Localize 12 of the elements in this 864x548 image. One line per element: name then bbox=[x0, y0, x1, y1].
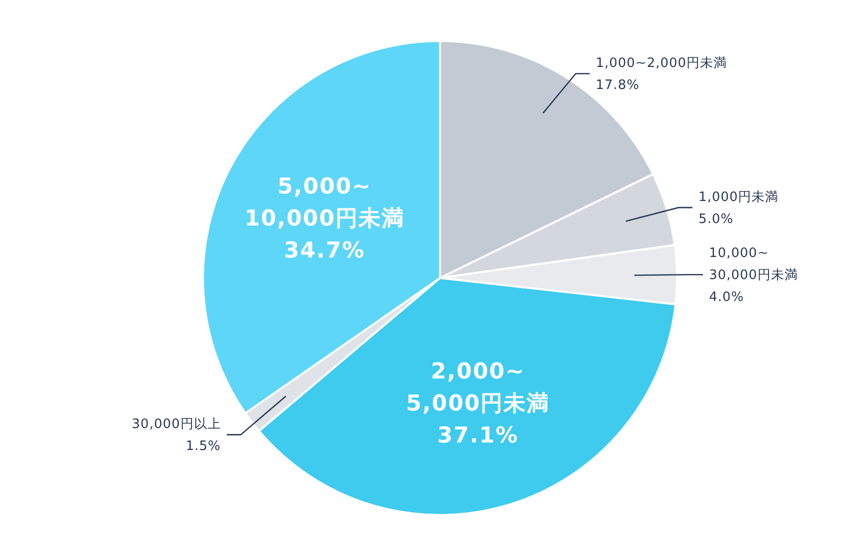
slice-label: 1,000~2,000円未満 bbox=[596, 56, 728, 72]
data-label: 5.0% bbox=[698, 212, 734, 228]
slice-label: 2,000~5,000円未満 bbox=[406, 359, 550, 416]
slice-label: 30,000円以上 bbox=[132, 417, 221, 432]
slice-label: 5,000~10,000円未満 bbox=[244, 174, 404, 232]
slice-label: 1,000円未満 bbox=[698, 190, 779, 206]
slice-label: 10,000~30,000円未満 bbox=[708, 246, 798, 284]
data-label: 17.8% bbox=[596, 78, 640, 94]
data-label: 1.5% bbox=[186, 439, 221, 454]
data-label: 37.1% bbox=[437, 423, 519, 448]
data-label: 4.0% bbox=[708, 290, 744, 306]
data-label: 34.7% bbox=[284, 238, 366, 264]
